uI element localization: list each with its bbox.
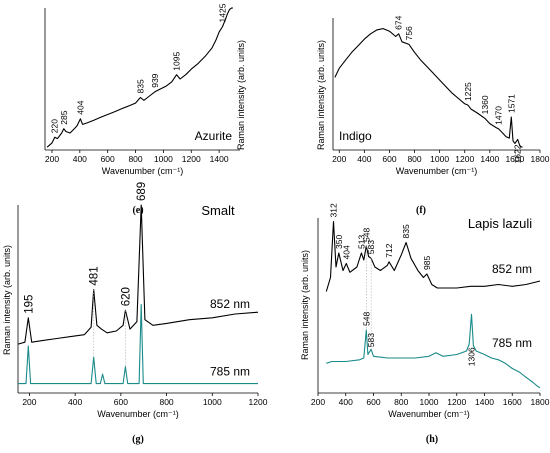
x-tick-label: 1000 — [420, 397, 439, 407]
x-tick-label: 1000 — [203, 397, 222, 407]
peak-label: 756 — [404, 26, 414, 40]
peak-label: 620 — [120, 287, 132, 306]
y-axis-label: Raman intensity (arb. units) — [316, 40, 326, 150]
chart-panel-h: 200 400 600 800 1000 1200 1400 1600 1800 Wavenumb… — [300, 203, 550, 445]
x-tick-label: 1200 — [249, 397, 268, 407]
y-axis-label: Raman intensity (arb. units) — [236, 40, 246, 150]
x-tick-label: 400 — [73, 154, 87, 164]
peak-label: 285 — [59, 110, 69, 124]
peak-label: 1622 — [513, 144, 523, 163]
x-tick-label: 800 — [159, 397, 173, 407]
peak-label: 404 — [75, 100, 85, 114]
peak-label: 939 — [150, 73, 160, 87]
peak-label-852: 350 — [334, 235, 344, 249]
x-tick-label: 200 — [45, 154, 59, 164]
peak-label: 1360 — [480, 95, 490, 114]
x-tick-label: 1800 — [531, 154, 550, 164]
peak-label-785: 583 — [366, 333, 376, 347]
x-tick-label: 200 — [22, 397, 36, 407]
x-axis-label: Wavenumber (cm⁻¹) — [97, 409, 178, 419]
peak-label: 220 — [50, 119, 60, 133]
x-tick-label: 400 — [339, 397, 353, 407]
x-tick-label: 1200 — [182, 154, 201, 164]
x-tick-label: 1600 — [503, 397, 522, 407]
peak-label-852: 548 — [361, 228, 371, 242]
chart-panel-g: 200 400 600 800 1000 1200 Wavenumber (cm⁻¹) Ram… — [2, 182, 268, 445]
x-tick-label: 600 — [382, 154, 396, 164]
x-tick-label: 400 — [68, 397, 82, 407]
x-tick-label: 800 — [128, 154, 142, 164]
x-tick-label: 1600 — [505, 154, 524, 164]
series-line-785-nm — [18, 304, 258, 385]
x-tick-label: 1400 — [475, 397, 494, 407]
panel-label: (e) — [132, 205, 143, 216]
x-tick-label: 1000 — [154, 154, 173, 164]
peak-label: 689 — [136, 182, 148, 201]
x-tick-label: 400 — [357, 154, 371, 164]
peak-label-785: 1306 — [466, 347, 476, 366]
x-tick-label: 600 — [366, 397, 380, 407]
peak-label-852: 835 — [401, 224, 411, 238]
peak-label-785: 548 — [361, 312, 371, 326]
peak-label-852: 404 — [341, 245, 351, 259]
x-tick-label: 1200 — [447, 397, 466, 407]
x-axis-label: Wavenumber (cm⁻¹) — [388, 409, 469, 419]
peak-label: 1425 — [218, 3, 228, 22]
chart-panel-f: 200 400 600 800 1000 1200 1400 1600 1800 Wavenumb… — [316, 15, 550, 216]
panel-label: (f) — [416, 205, 426, 216]
series-line-spectrum — [334, 28, 523, 148]
y-axis-label: Raman intensity (arb. units) — [2, 245, 12, 355]
legend-785: 785 nm — [210, 365, 250, 379]
peak-label: 674 — [394, 15, 404, 29]
legend-852: 852 nm — [492, 262, 532, 276]
x-tick-label: 1200 — [455, 154, 474, 164]
x-tick-label: 200 — [311, 397, 325, 407]
peak-label: 1571 — [506, 94, 516, 113]
peak-label: 1225 — [463, 82, 473, 101]
chart-panel-e: 200 400 600 800 1000 1200 1400 Wavenumber (cm⁻¹… — [44, 3, 246, 216]
x-axis-label: Wavenumber (cm⁻¹) — [396, 166, 477, 176]
chart-title: Smalt — [201, 203, 235, 218]
peak-label-852: 985 — [422, 256, 432, 270]
peak-label: 195 — [23, 295, 35, 314]
peak-label-852: 712 — [384, 243, 394, 257]
x-tick-label: 200 — [332, 154, 346, 164]
x-tick-label: 800 — [407, 154, 421, 164]
x-tick-label: 800 — [394, 397, 408, 407]
legend-785: 785 nm — [492, 336, 532, 350]
series-line-852-nm — [325, 220, 541, 292]
legend-indigo: Indigo — [339, 129, 372, 143]
x-tick-label: 600 — [101, 154, 115, 164]
panel-label: (g) — [132, 434, 144, 445]
x-tick-label: 1000 — [430, 154, 449, 164]
x-tick-label: 1800 — [531, 397, 550, 407]
x-tick-label: 600 — [114, 397, 128, 407]
y-axis-label: Raman intensity (arb. units) — [300, 250, 310, 360]
peak-label-852: 513 — [356, 235, 366, 249]
legend-azurite: Azurite — [195, 129, 233, 143]
peak-label: 1470 — [494, 106, 504, 125]
x-axis-label: Wavenumber (cm⁻¹) — [102, 166, 183, 176]
panel-label: (h) — [426, 434, 438, 445]
peak-label: 835 — [135, 79, 145, 93]
peak-label: 1095 — [172, 52, 182, 71]
legend-852: 852 nm — [210, 297, 250, 311]
series-line-785-nm — [326, 313, 541, 389]
series-line-852-nm — [17, 204, 259, 345]
x-tick-label: 1400 — [210, 154, 229, 164]
x-tick-label: 1400 — [480, 154, 499, 164]
peak-label-852: 583 — [366, 240, 376, 254]
chart-title: Lapis lazuli — [468, 216, 532, 231]
peak-label-852: 312 — [329, 203, 339, 217]
series-line-spectrum — [46, 7, 233, 148]
peak-label: 481 — [89, 266, 101, 285]
